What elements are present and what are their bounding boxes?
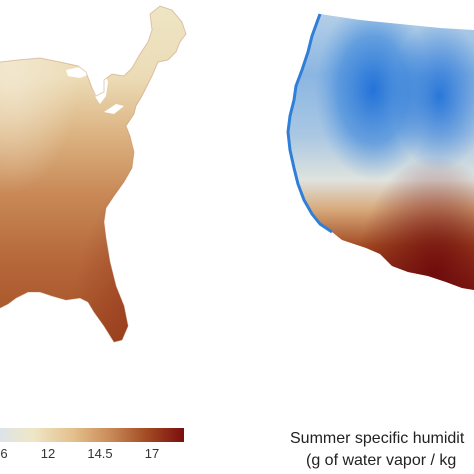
great-lakes	[92, 72, 108, 104]
legend-tick-17: 17	[144, 446, 160, 461]
legend-tick-12: 12	[40, 446, 56, 461]
legend-colorbar	[0, 428, 184, 442]
legend-title-line1: Summer specific humidit	[290, 430, 465, 447]
eastern-us-map	[0, 5, 187, 343]
legend-tick-14-5: 14.5	[87, 446, 113, 461]
legend-title-line2: (g of water vapor / kg	[306, 452, 457, 469]
western-us-map	[286, 13, 474, 290]
legend-tick-6: 6	[0, 446, 8, 461]
